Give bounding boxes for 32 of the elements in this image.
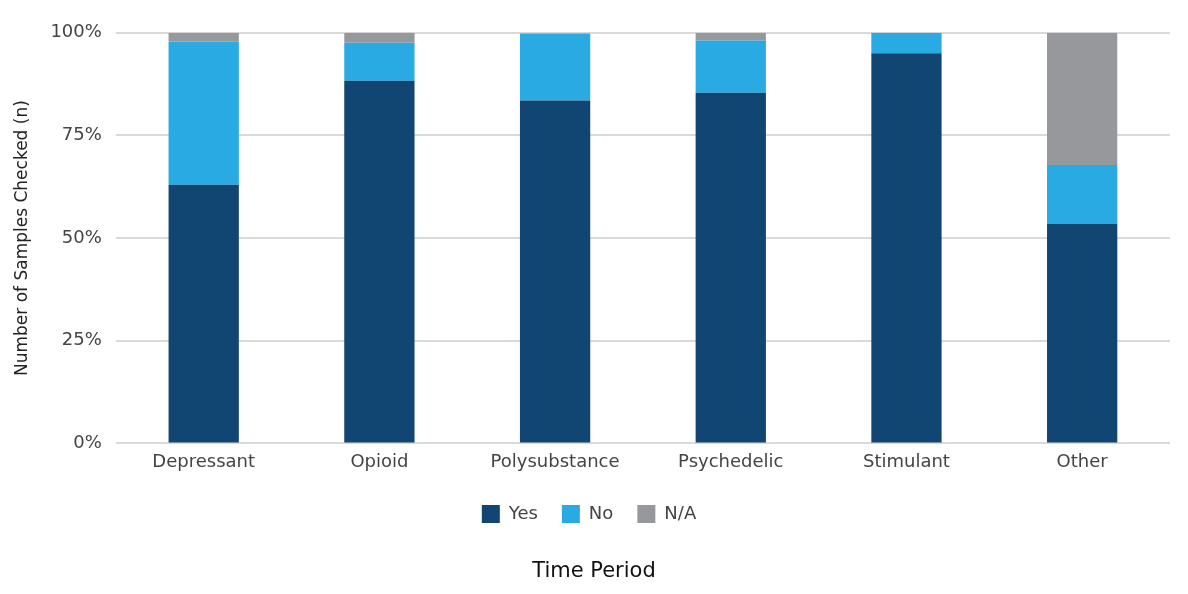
bar [695,92,766,443]
bar [695,40,766,93]
legend-label: No [588,501,614,523]
y-axis-title: Number of Samples Checked (n) [10,100,31,377]
x-axis-title: Time Period [531,558,657,582]
bar [871,53,942,443]
y-tick-label: 50% [61,225,102,247]
bar [344,80,415,443]
bar [519,100,591,443]
legend-label: N/A [664,501,697,523]
bar [1047,165,1118,224]
bar [1047,223,1118,443]
bar [695,32,766,41]
x-tick-label: Opioid [350,449,409,471]
bar [168,41,239,185]
x-tick-label: Polysubstance [490,449,620,471]
bar [344,32,415,43]
bar [1047,32,1118,166]
bar [168,184,239,443]
y-tick-label: 75% [61,123,102,145]
bar [168,32,239,42]
bar [871,32,942,54]
x-tick-label: Depressant [152,449,256,471]
y-tick-label: 25% [61,328,102,350]
bar [344,42,415,81]
x-tick-label: Psychedelic [678,449,784,471]
y-tick-label: 100% [50,20,102,42]
legend-label: Yes [507,501,538,523]
x-tick-label: Stimulant [863,449,950,471]
x-tick-label: Other [1056,449,1109,471]
y-tick-label: 0% [73,431,102,453]
bar [519,33,591,101]
